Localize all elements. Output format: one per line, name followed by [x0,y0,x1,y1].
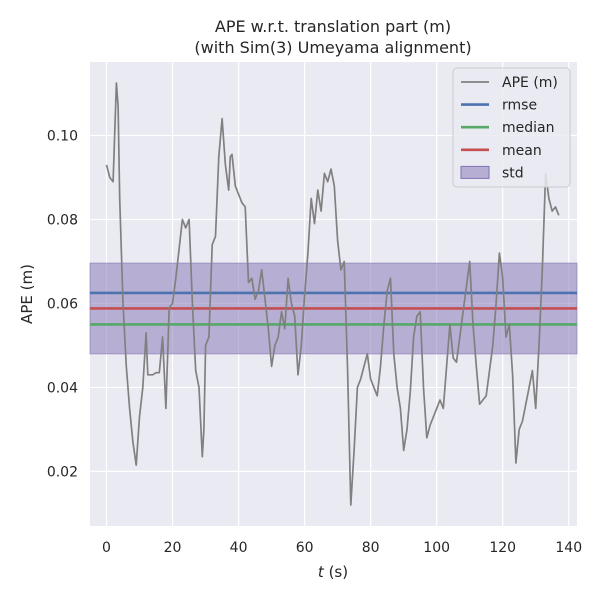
x-axis-label-var: t [318,563,325,581]
x-axis-label-unit: (s) [324,563,348,581]
tick-labels-group: 0 20 40 60 80 100 120 140 0.02 0.04 0.06 0.08 0.10 [47,128,582,556]
legend: APE (m) rmse median mean std [452,67,571,188]
legend-label: APE (m) [502,75,558,91]
legend-std-swatch [460,165,490,179]
x-tick-label: 60 [296,540,314,556]
x-tick-label: 20 [164,540,182,556]
series-group [105,82,560,506]
y-tick-label: 0.10 [47,128,78,144]
y-tick-label: 0.02 [47,464,78,480]
x-tick-label: 0 [102,540,111,556]
legend-label: median [502,120,554,136]
y-tick-label: 0.04 [47,380,78,396]
x-tick-label: 100 [423,540,450,556]
x-tick-label: 140 [555,540,582,556]
chart-title-line2: (with Sim(3) Umeyama alignment) [194,38,471,57]
x-tick-label: 40 [230,540,248,556]
x-tick-label: 120 [489,540,516,556]
legend-label: rmse [502,98,537,114]
legend-label: std [502,165,524,181]
y-axis-label: APE (m) [18,264,36,324]
legend-label: mean [502,143,542,159]
x-tick-label: 80 [362,540,380,556]
y-tick-label: 0.08 [47,212,78,228]
x-axis-label: t (s) [318,563,348,581]
legend-frame [452,67,571,188]
chart-title-line1: APE w.r.t. translation part (m) [215,17,451,36]
ape-series-line [105,82,560,506]
y-tick-label: 0.06 [47,296,78,312]
